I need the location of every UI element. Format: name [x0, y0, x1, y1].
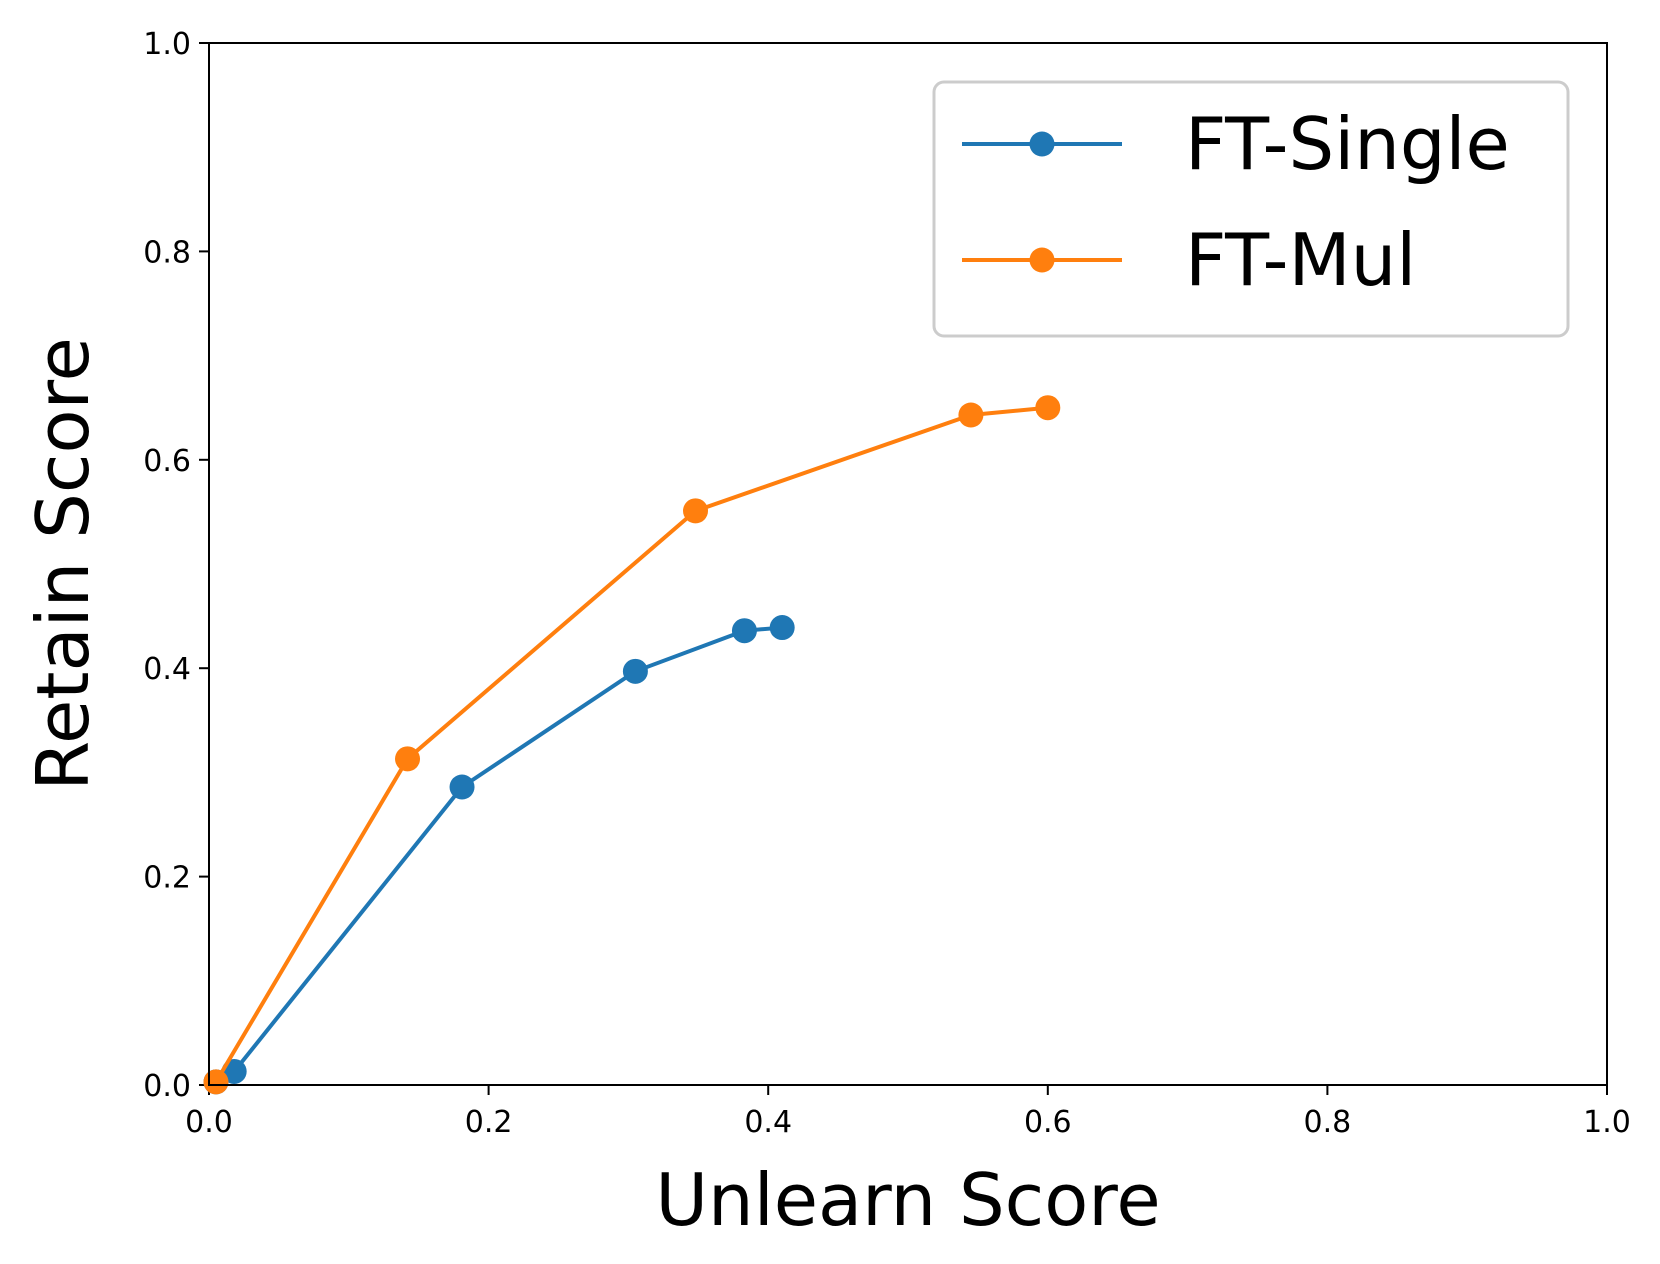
- x-tick-label-0: 0.0: [185, 1105, 233, 1140]
- y-tick-label-2: 0.4: [143, 652, 191, 687]
- legend-label-ft-single: FT-Single: [1185, 102, 1510, 186]
- data-point-ft-single-4: [731, 618, 757, 644]
- x-axis-title: Unlearn Score: [655, 1158, 1160, 1242]
- legend-entry-ft-single: FT-Single: [962, 102, 1510, 186]
- data-point-ft-single-2: [449, 774, 475, 800]
- series-layer: [203, 395, 1061, 1095]
- plot-area-frame: [208, 42, 1608, 1086]
- legend-marker-ft-mul: [1029, 247, 1055, 273]
- series-ft-single: [203, 615, 795, 1095]
- x-tick-label-5: 1.0: [1583, 1105, 1631, 1140]
- y-tick-label-4: 0.8: [143, 235, 191, 270]
- legend-entry-ft-mul: FT-Mul: [962, 218, 1416, 302]
- x-tick-label-2: 0.4: [744, 1105, 792, 1140]
- y-tick-label-3: 0.6: [143, 444, 191, 479]
- y-tick-label-5: 1.0: [143, 27, 191, 62]
- y-tick-label-0: 0.0: [143, 1069, 191, 1104]
- series-ft-mul: [203, 395, 1061, 1095]
- data-point-ft-mul-1: [395, 746, 421, 772]
- legend-label-ft-mul: FT-Mul: [1185, 218, 1416, 302]
- data-point-ft-mul-0: [203, 1069, 229, 1095]
- y-tick-label-1: 0.2: [143, 861, 191, 896]
- y-axis-title: Retain Score: [21, 337, 105, 791]
- data-point-ft-single-3: [622, 658, 648, 684]
- data-point-ft-mul-3: [958, 402, 984, 428]
- axis-ticks: 0.0 0.2 0.4 0.6 0.8 1.0 0.0 0.2 0.4 0.6 0.8 1.0: [143, 27, 1631, 1140]
- x-tick-label-4: 0.8: [1304, 1105, 1352, 1140]
- data-point-ft-mul-4: [1035, 395, 1061, 421]
- legend: FT-Single FT-Mul: [932, 80, 1570, 338]
- data-point-ft-single-5: [769, 615, 795, 641]
- x-tick-label-1: 0.2: [465, 1105, 513, 1140]
- legend-marker-ft-single: [1029, 131, 1055, 157]
- data-point-ft-mul-2: [683, 498, 709, 524]
- x-tick-label-3: 0.6: [1024, 1105, 1072, 1140]
